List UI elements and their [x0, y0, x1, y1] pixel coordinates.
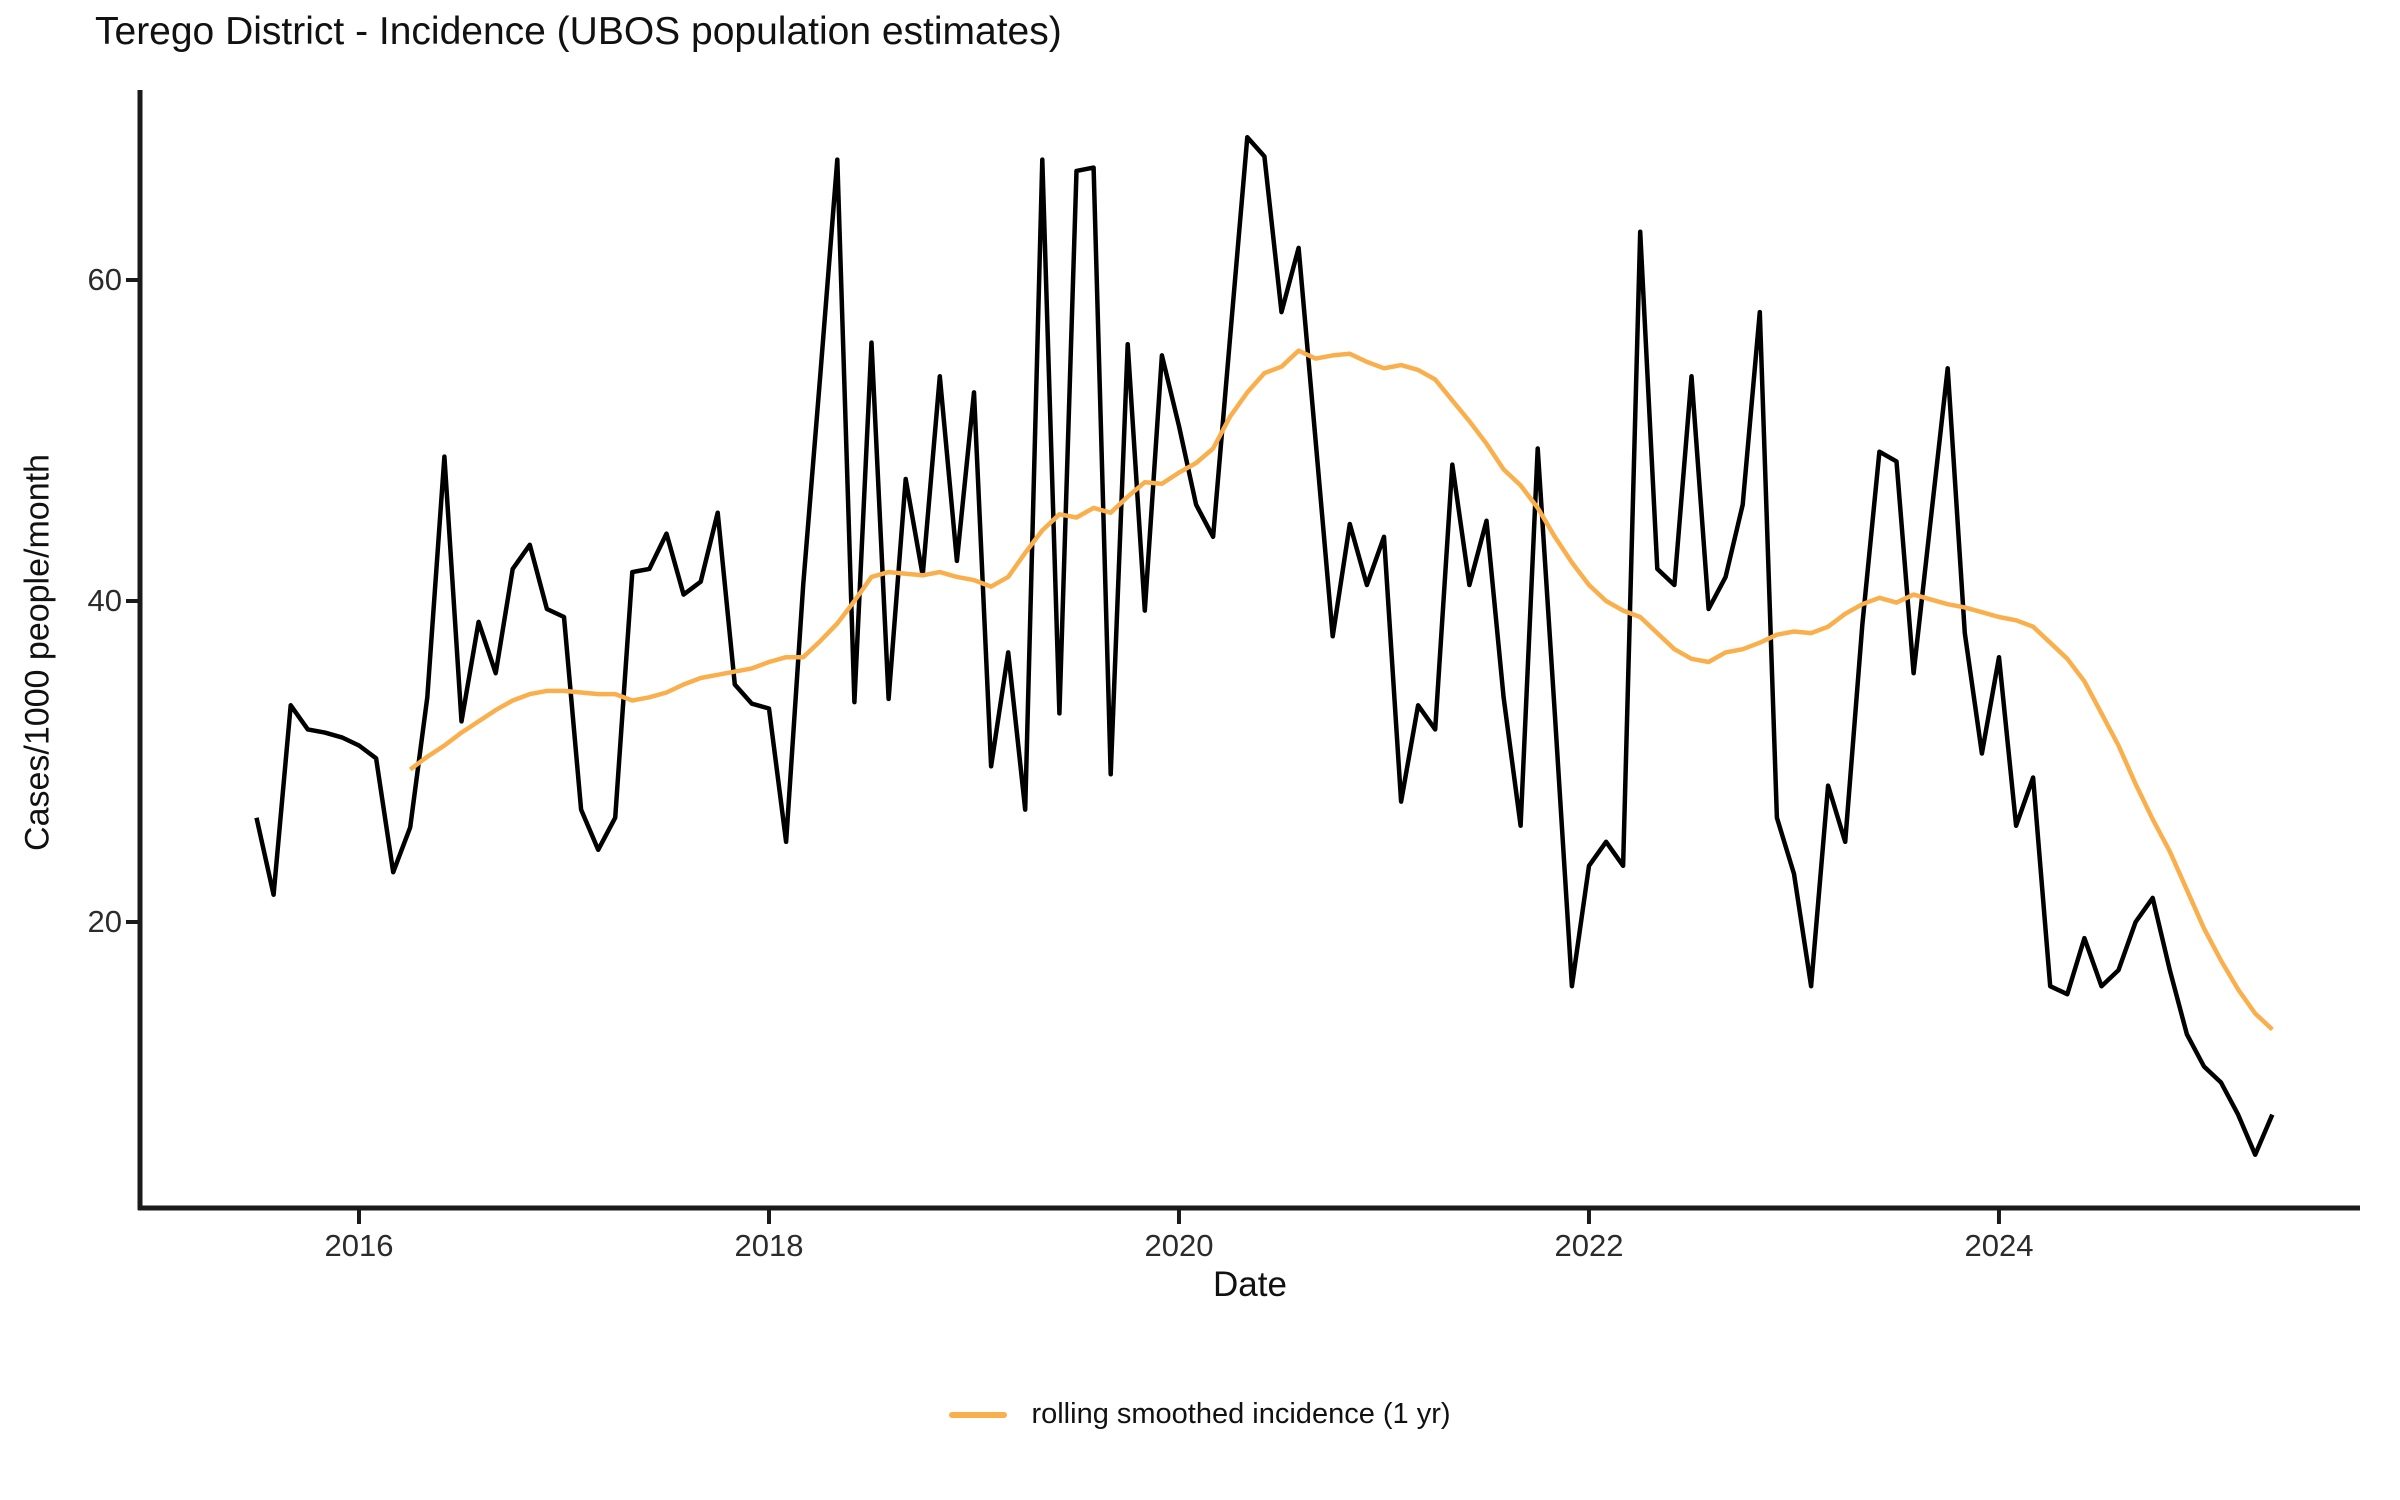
y-axis-title: Cases/1000 people/month: [18, 454, 57, 851]
series-line-raw-incidence: [254, 134, 2275, 1157]
x-axis-title: Date: [1213, 1265, 1287, 1304]
x-tick-label: 2020: [1144, 1228, 1214, 1263]
legend-label: rolling smoothed incidence (1 yr): [1031, 1398, 1451, 1430]
chart-title: Terego District - Incidence (UBOS popula…: [95, 10, 1062, 53]
x-tick-label: 2022: [1554, 1228, 1624, 1263]
x-tick-label: 2018: [734, 1228, 804, 1263]
y-tick-label: 60: [87, 262, 122, 297]
x-tick-label: 2024: [1964, 1228, 2034, 1263]
y-tick-label: 40: [87, 583, 122, 618]
y-tick-label: 20: [87, 904, 122, 939]
legend: rolling smoothed incidence (1 yr): [0, 1398, 2400, 1431]
legend-line-swatch: [949, 1411, 1008, 1418]
x-tick-label: 2016: [324, 1228, 394, 1263]
series-line-smoothed-incidence: [408, 348, 2274, 1032]
